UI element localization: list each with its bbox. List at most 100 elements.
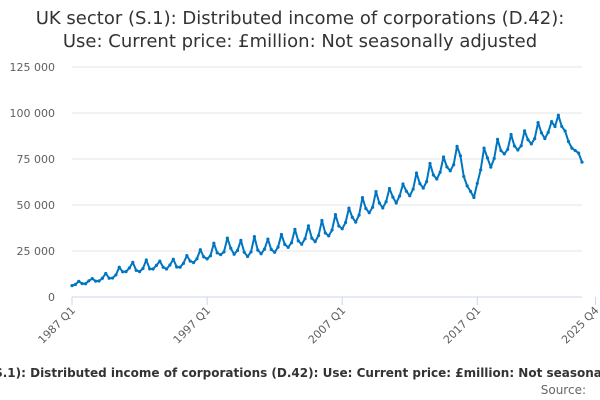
data-point[interactable] [506, 147, 510, 152]
data-point[interactable] [259, 252, 263, 256]
data-point[interactable] [563, 129, 567, 133]
data-point[interactable] [330, 228, 334, 232]
data-point[interactable] [100, 276, 104, 280]
data-point[interactable] [543, 136, 547, 141]
data-point[interactable] [316, 233, 321, 238]
data-point[interactable] [492, 156, 496, 161]
data-point[interactable] [573, 148, 577, 153]
data-point[interactable] [104, 271, 108, 276]
data-point[interactable] [472, 195, 476, 200]
legend-label[interactable]: UK sector (S.1): Distributed income of c… [0, 366, 600, 380]
data-point[interactable] [144, 258, 148, 262]
data-point[interactable] [401, 182, 405, 186]
data-point[interactable] [526, 138, 530, 142]
data-point[interactable] [347, 206, 351, 210]
data-point[interactable] [462, 174, 466, 179]
data-point[interactable] [276, 245, 280, 249]
data-point[interactable] [418, 182, 422, 186]
data-point[interactable] [560, 124, 564, 129]
data-point[interactable] [181, 261, 186, 265]
data-point[interactable] [394, 201, 398, 205]
data-point[interactable] [283, 242, 287, 246]
data-point[interactable] [286, 245, 290, 249]
data-point[interactable] [509, 132, 513, 137]
data-point[interactable] [438, 170, 442, 174]
data-point[interactable] [333, 212, 338, 217]
data-point[interactable] [357, 213, 361, 217]
data-point[interactable] [310, 236, 314, 240]
data-point[interactable] [185, 254, 189, 258]
data-point[interactable] [452, 163, 456, 167]
data-point[interactable] [425, 180, 429, 184]
data-point[interactable] [225, 236, 229, 240]
data-point[interactable] [90, 277, 94, 281]
data-point[interactable] [212, 241, 216, 245]
data-point[interactable] [539, 131, 544, 135]
data-point[interactable] [83, 282, 88, 286]
data-point[interactable] [448, 169, 452, 173]
data-point[interactable] [164, 267, 169, 271]
data-point[interactable] [533, 136, 537, 141]
data-point[interactable] [77, 279, 81, 283]
data-point[interactable] [127, 266, 132, 270]
data-point[interactable] [411, 187, 415, 191]
data-point[interactable] [377, 201, 381, 205]
data-point[interactable] [570, 146, 574, 150]
data-point[interactable] [387, 186, 392, 191]
data-point[interactable] [171, 257, 175, 261]
data-point[interactable] [499, 148, 503, 153]
data-point[interactable] [360, 196, 365, 200]
data-point[interactable] [546, 130, 550, 134]
data-point[interactable] [161, 265, 165, 269]
data-point[interactable] [485, 156, 490, 160]
data-point[interactable] [235, 248, 240, 253]
data-point[interactable] [151, 267, 155, 271]
data-point[interactable] [191, 260, 196, 265]
data-point[interactable] [195, 257, 199, 261]
data-point[interactable] [198, 248, 202, 252]
data-point[interactable] [320, 218, 324, 223]
data-point[interactable] [313, 240, 317, 244]
data-point[interactable] [536, 120, 540, 125]
data-point[interactable] [232, 252, 236, 256]
data-point[interactable] [266, 237, 270, 241]
data-point[interactable] [293, 227, 297, 231]
data-point[interactable] [489, 165, 493, 169]
data-point[interactable] [137, 270, 142, 274]
data-point[interactable] [580, 160, 584, 164]
data-point[interactable] [435, 177, 439, 181]
data-point[interactable] [141, 266, 145, 271]
data-point[interactable] [428, 161, 432, 166]
data-point[interactable] [114, 273, 118, 277]
data-point[interactable] [188, 259, 192, 263]
data-point[interactable] [178, 265, 182, 269]
data-point[interactable] [80, 281, 84, 286]
data-point[interactable] [124, 270, 128, 274]
data-point[interactable] [239, 238, 243, 242]
data-point[interactable] [134, 268, 138, 272]
data-point[interactable] [391, 195, 395, 199]
data-point[interactable] [262, 247, 267, 251]
data-point[interactable] [249, 250, 253, 254]
data-point[interactable] [502, 152, 506, 156]
data-point[interactable] [175, 265, 179, 269]
data-point[interactable] [219, 253, 223, 257]
data-point[interactable] [350, 215, 354, 219]
data-point[interactable] [465, 184, 469, 188]
data-point[interactable] [300, 242, 304, 246]
data-point[interactable] [364, 206, 368, 211]
data-point[interactable] [337, 224, 341, 228]
data-point[interactable] [107, 276, 111, 280]
data-point[interactable] [73, 282, 77, 287]
data-point[interactable] [431, 173, 435, 177]
data-point[interactable] [512, 144, 517, 148]
data-point[interactable] [414, 171, 419, 175]
data-point[interactable] [323, 231, 327, 235]
data-point[interactable] [441, 155, 446, 159]
data-point[interactable] [94, 279, 98, 283]
data-point[interactable] [252, 235, 256, 239]
data-point[interactable] [519, 144, 523, 148]
data-point[interactable] [246, 254, 250, 259]
data-point[interactable] [381, 206, 385, 210]
data-point[interactable] [421, 186, 425, 190]
